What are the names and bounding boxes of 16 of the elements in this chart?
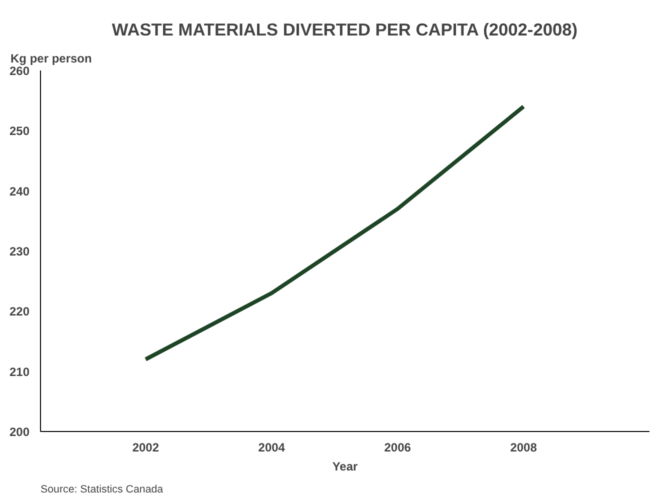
y-tick-label: 220 bbox=[9, 304, 30, 319]
line-series bbox=[144, 104, 526, 362]
x-tick-label: 2004 bbox=[258, 440, 286, 454]
y-tick-label: 230 bbox=[9, 244, 30, 258]
x-tick-label: 2008 bbox=[510, 440, 538, 454]
y-tick-label: 240 bbox=[9, 184, 30, 198]
y-tick-label: 210 bbox=[9, 364, 30, 379]
x-tick-label: 2002 bbox=[132, 440, 160, 454]
y-tick-label: 250 bbox=[9, 124, 30, 138]
x-tick-label: 2006 bbox=[384, 440, 412, 454]
y-tick-label: 260 bbox=[9, 64, 30, 78]
y-axis-title: Kg per person bbox=[10, 52, 92, 66]
chart-title: WASTE MATERIALS DIVERTED PER CAPITA (2002-2008) bbox=[112, 20, 578, 40]
y-tick-label: 200 bbox=[9, 425, 30, 439]
x-axis-title: Year bbox=[332, 460, 358, 474]
source-note: Source: Statistics Canada bbox=[40, 484, 164, 496]
